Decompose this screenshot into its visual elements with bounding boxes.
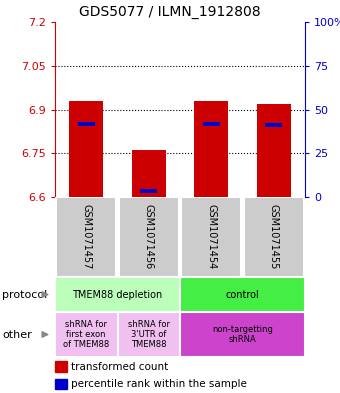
Bar [181,197,241,277]
Text: protocol: protocol [2,290,47,299]
Bar [265,123,282,127]
Bar [55,361,67,372]
Bar [78,122,95,125]
Bar [55,378,67,389]
Bar [55,277,180,312]
Bar [194,101,228,197]
Text: transformed count: transformed count [71,362,168,372]
Bar [69,101,103,197]
Bar [244,197,304,277]
Text: GSM1071456: GSM1071456 [144,204,154,270]
Bar [180,312,305,357]
Bar [118,312,180,357]
Bar [55,312,118,357]
Text: shRNA for
first exon
of TMEM88: shRNA for first exon of TMEM88 [63,320,109,349]
Bar [257,104,291,197]
Bar [132,151,166,197]
Bar [180,277,305,312]
Text: GSM1071455: GSM1071455 [269,204,279,270]
Text: GDS5077 / ILMN_1912808: GDS5077 / ILMN_1912808 [79,5,261,19]
Bar [140,189,157,193]
Text: control: control [226,290,259,299]
Text: percentile rank within the sample: percentile rank within the sample [71,379,247,389]
Text: shRNA for
3'UTR of
TMEM88: shRNA for 3'UTR of TMEM88 [128,320,170,349]
Bar [203,122,220,125]
Bar [119,197,179,277]
Text: GSM1071457: GSM1071457 [81,204,91,270]
Text: other: other [2,329,32,340]
Bar [56,197,116,277]
Text: non-targetting
shRNA: non-targetting shRNA [212,325,273,344]
Text: TMEM88 depletion: TMEM88 depletion [72,290,163,299]
Text: GSM1071454: GSM1071454 [206,204,216,270]
